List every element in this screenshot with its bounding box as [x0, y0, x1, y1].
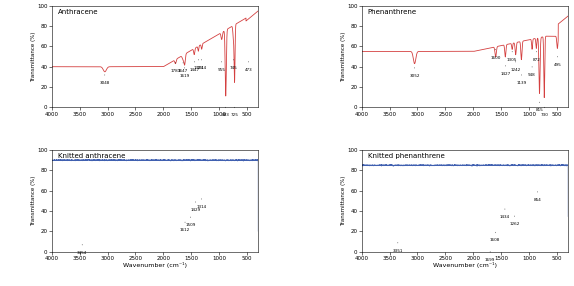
Text: 1647: 1647 [178, 62, 188, 73]
Y-axis label: Transmittance (%): Transmittance (%) [30, 31, 36, 82]
Text: Anthracene: Anthracene [58, 9, 98, 15]
Text: 3454: 3454 [77, 244, 87, 255]
Text: 883: 883 [222, 107, 230, 118]
Y-axis label: Transmittance (%): Transmittance (%) [30, 176, 36, 226]
Text: 1600: 1600 [490, 49, 501, 59]
X-axis label: Wavenumber (cm⁻¹): Wavenumber (cm⁻¹) [433, 262, 497, 268]
Text: 495: 495 [553, 56, 561, 67]
Text: 473: 473 [245, 61, 253, 72]
Y-axis label: Transmittance (%): Transmittance (%) [340, 176, 346, 226]
Y-axis label: Transmittance (%): Transmittance (%) [340, 31, 346, 82]
Text: Knitted phenanthrene: Knitted phenanthrene [368, 153, 445, 159]
Text: 1305: 1305 [507, 51, 517, 61]
Text: 1783: 1783 [170, 62, 181, 73]
Text: 1612: 1612 [180, 222, 190, 232]
Text: 854: 854 [533, 191, 541, 202]
Text: 1429: 1429 [190, 202, 200, 212]
Text: 1262: 1262 [509, 216, 519, 226]
Text: 1699: 1699 [485, 251, 495, 262]
Text: 730: 730 [540, 107, 548, 118]
Text: 1374: 1374 [193, 59, 203, 70]
Text: 1139: 1139 [516, 75, 526, 85]
Text: Knitted anthracene: Knitted anthracene [58, 153, 125, 159]
Text: 1427: 1427 [500, 65, 510, 76]
Text: 1509: 1509 [185, 217, 196, 227]
Text: 955: 955 [218, 61, 226, 72]
Text: 1434: 1434 [500, 209, 510, 219]
Text: 948: 948 [528, 66, 536, 77]
Text: 1314: 1314 [197, 59, 207, 70]
Text: 3052: 3052 [409, 67, 420, 78]
Text: 1447: 1447 [189, 61, 199, 72]
Text: 1619: 1619 [180, 67, 190, 78]
Text: 1242: 1242 [510, 61, 521, 72]
Text: 3048: 3048 [100, 75, 110, 85]
Text: 725: 725 [231, 107, 239, 118]
Text: 815: 815 [536, 102, 544, 112]
X-axis label: Wavenumber (cm⁻¹): Wavenumber (cm⁻¹) [123, 262, 187, 268]
Text: 3351: 3351 [393, 242, 403, 253]
Text: 745: 745 [230, 59, 237, 70]
Text: 1314: 1314 [197, 198, 207, 209]
Text: 1608: 1608 [490, 232, 501, 243]
Text: Phenanthrene: Phenanthrene [368, 9, 417, 15]
Text: 872: 872 [532, 51, 540, 61]
